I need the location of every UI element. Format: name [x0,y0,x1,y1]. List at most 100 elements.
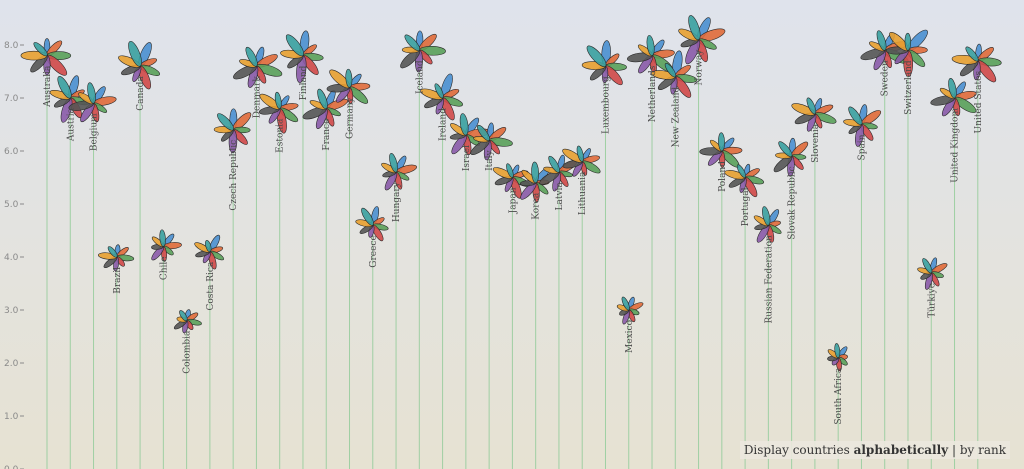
country-label[interactable]: Poland [718,161,728,192]
country-label[interactable]: France [322,119,332,151]
flower-mark[interactable] [258,91,300,134]
flower-mark[interactable] [449,113,490,156]
sort-by-rank-option[interactable]: by rank [959,443,1006,457]
country-label[interactable]: United States [974,71,984,134]
country-label[interactable]: United Kingdom [951,108,961,183]
country-label[interactable]: Sweden [881,60,891,96]
flower-mark[interactable] [917,257,949,290]
country-label[interactable]: Denmark [252,76,262,119]
country-label[interactable]: Iceland [415,60,425,94]
flower-mark[interactable] [355,206,389,243]
country-label[interactable]: Costa Rica [206,261,216,310]
country-label[interactable]: Spain [857,134,867,160]
country-label[interactable]: Mexico [625,320,635,353]
country-label[interactable]: New Zealand [671,87,681,148]
flower-mark[interactable] [843,104,883,147]
country-label[interactable]: Russian Federation [764,235,774,323]
country-label[interactable]: Greece [369,235,379,268]
country-label[interactable]: Canada [136,76,146,111]
country-label[interactable]: Czech Republic [229,140,239,211]
flower-mark[interactable] [469,122,513,161]
flower-mark[interactable] [561,145,602,177]
flower-petal [576,145,584,162]
flower-mark[interactable] [213,108,253,154]
country-label[interactable]: Estonia [276,118,286,153]
country-label[interactable]: Hungary [392,181,402,222]
flower-petal [848,106,863,126]
flower-mark[interactable] [20,38,72,79]
country-label[interactable]: Austria [66,107,76,142]
flower-mark[interactable] [398,30,446,73]
flower-mark[interactable] [326,67,371,106]
country-label[interactable]: Ireland [439,108,449,141]
flower-mark[interactable] [68,82,117,124]
country-label[interactable]: Netherlands [648,65,658,122]
country-label[interactable]: Italy [485,149,495,170]
country-label[interactable]: Portugal [741,187,751,226]
country-label[interactable]: Germany [346,96,356,139]
country-label[interactable]: Luxembourg [601,76,611,134]
country-label[interactable]: Japan [508,187,518,214]
flower-mark[interactable] [193,234,225,270]
flower-mark[interactable] [280,30,324,83]
flower-mark[interactable] [581,40,627,87]
flower-mark[interactable] [419,73,464,122]
country-label[interactable]: Korea [532,192,542,220]
flower-mark[interactable] [49,75,89,124]
flower-petal [762,206,771,226]
country-label[interactable]: Latvia [555,182,565,211]
country-label[interactable]: Slovenia [811,123,821,163]
country-label[interactable]: Norway [695,49,705,86]
flower-petal [922,258,933,274]
country-label[interactable]: Israel [462,145,472,171]
flower-mark[interactable] [97,244,135,272]
flower-mark[interactable] [827,343,849,372]
flower-mark[interactable] [173,309,202,334]
flower-mark[interactable] [772,137,810,177]
flower-mark[interactable] [651,50,698,100]
flower-mark[interactable] [677,14,726,66]
flower-mark[interactable] [885,27,930,77]
country-label[interactable]: Chile [159,256,169,280]
flower-petal [179,310,188,322]
country-label[interactable]: Türkiye [927,283,937,318]
flower-mark[interactable] [790,97,837,133]
country-label[interactable]: Switzerland [904,60,914,115]
flower-mark[interactable] [380,153,417,192]
y-tick-label: 5.0 [4,200,19,210]
country-label[interactable]: Finland [299,65,309,100]
flower-petal [459,113,469,136]
country-label[interactable]: Brazil [113,267,123,294]
flower-mark[interactable] [753,206,783,244]
flower-petal [548,155,560,173]
flower-mark[interactable] [301,88,349,130]
flower-petal [531,161,540,184]
flower-mark[interactable] [616,296,644,325]
country-label[interactable]: Colombia [183,330,193,374]
country-label[interactable]: South Africa [834,367,844,425]
flower-petal [345,68,353,88]
flower-petal [664,62,677,78]
y-tick-label: 8.0 [4,41,19,51]
flower-mark[interactable] [232,46,284,89]
y-tick-label: 0.0 [4,465,19,469]
flower-mark[interactable] [150,229,182,262]
display-separator: | [951,443,956,457]
flowers-layer [20,14,1002,372]
flower-petal [107,246,118,258]
country-label[interactable]: Lithuania [578,171,588,215]
flower-petal [285,34,304,57]
country-label[interactable]: Australia [43,65,53,108]
country-label[interactable]: Slovak Republic [788,166,798,239]
flower-mark[interactable] [699,132,743,170]
flower-mark[interactable] [626,35,676,75]
flower-petal [965,46,979,62]
country-label[interactable]: Belgium [90,113,100,151]
flower-petal [389,153,398,173]
flower-mark[interactable] [951,43,1002,85]
flower-petal [948,77,957,99]
sort-alphabetically-option[interactable]: alphabetically [853,443,949,457]
flower-mark[interactable] [117,40,161,91]
flower-petal [586,45,607,67]
flower-mark[interactable] [930,77,978,118]
